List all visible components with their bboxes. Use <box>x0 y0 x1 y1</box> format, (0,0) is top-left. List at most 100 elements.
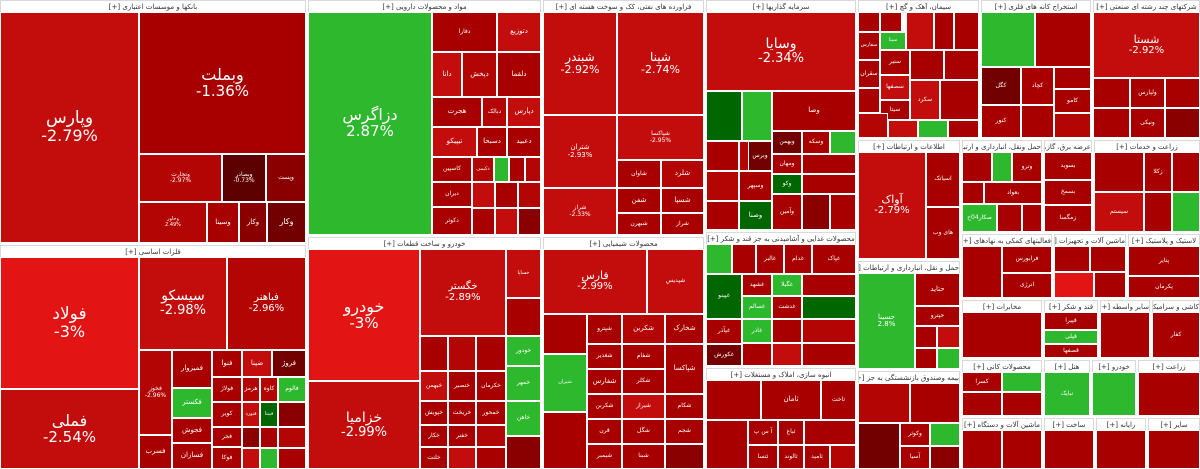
stock-cell[interactable] <box>1096 430 1146 469</box>
stock-cell[interactable]: شراز <box>661 213 704 235</box>
stock-cell[interactable] <box>1090 246 1126 272</box>
stock-cell[interactable]: فارس -2.99% <box>543 249 647 314</box>
stock-cell[interactable] <box>476 447 506 469</box>
stock-cell[interactable]: خکار <box>420 425 448 447</box>
stock-cell[interactable]: وصا <box>772 91 856 131</box>
stock-cell[interactable] <box>525 157 541 182</box>
stock-cell[interactable]: وسایا -2.34% <box>706 12 856 91</box>
stock-cell[interactable] <box>706 420 748 469</box>
stock-cell[interactable]: ثالوند <box>778 445 804 469</box>
stock-cell[interactable]: ضپنا <box>242 350 272 377</box>
stock-cell[interactable]: سیسکو -2.98% <box>139 257 227 350</box>
stock-cell[interactable] <box>742 91 772 141</box>
stock-cell[interactable] <box>962 392 1002 416</box>
stock-cell[interactable]: ولپارس <box>1130 78 1165 108</box>
stock-cell[interactable] <box>772 343 802 366</box>
stock-cell[interactable] <box>962 182 984 204</box>
stock-cell[interactable] <box>1165 78 1200 108</box>
stock-cell[interactable]: غالبر <box>756 244 784 274</box>
stock-cell[interactable]: شراز -2.33% <box>543 188 617 235</box>
stock-cell[interactable] <box>448 336 476 371</box>
stock-cell[interactable]: قصفها <box>1044 344 1098 358</box>
stock-cell[interactable]: کاوه <box>260 377 278 402</box>
stock-cell[interactable]: دکیمی <box>472 157 494 182</box>
stock-cell[interactable]: انرژی <box>1002 273 1052 298</box>
stock-cell[interactable] <box>495 182 518 208</box>
stock-cell[interactable]: شغدیر <box>587 344 622 369</box>
stock-cell[interactable]: سیستم <box>1094 192 1144 232</box>
stock-cell[interactable]: ثباغ <box>778 420 804 445</box>
stock-cell[interactable]: کسرا <box>962 372 1002 392</box>
stock-cell[interactable]: کنور <box>981 105 1021 138</box>
stock-cell[interactable]: شبهرن <box>617 213 661 235</box>
stock-cell[interactable]: وترو <box>1012 152 1042 182</box>
stock-cell[interactable] <box>260 448 278 469</box>
stock-cell[interactable] <box>934 12 954 50</box>
stock-cell[interactable]: شجم <box>665 419 704 444</box>
stock-cell[interactable]: وخاور 2.49% <box>139 202 207 243</box>
stock-cell[interactable] <box>1054 246 1090 272</box>
stock-cell[interactable] <box>1165 108 1200 138</box>
stock-cell[interactable]: آسیا <box>900 446 930 469</box>
stock-cell[interactable]: ثامید <box>804 445 830 469</box>
stock-cell[interactable]: قرن <box>587 419 622 444</box>
stock-cell[interactable] <box>858 383 910 423</box>
stock-cell[interactable]: فجوش <box>172 418 212 443</box>
stock-cell[interactable]: نبایک <box>1044 372 1090 416</box>
stock-cell[interactable] <box>981 12 1035 67</box>
stock-cell[interactable]: وکو <box>772 174 802 194</box>
stock-cell[interactable]: خریخت <box>448 401 476 425</box>
stock-cell[interactable]: دفارا <box>432 12 497 52</box>
stock-cell[interactable] <box>1035 12 1091 67</box>
stock-cell[interactable]: شیراز <box>622 394 665 419</box>
stock-cell[interactable] <box>910 383 960 423</box>
stock-cell[interactable] <box>509 157 525 182</box>
stock-cell[interactable]: شفن <box>617 188 661 213</box>
stock-cell[interactable]: غسالم <box>742 296 772 319</box>
stock-cell[interactable]: شبنا <box>622 444 665 469</box>
stock-cell[interactable] <box>506 298 541 336</box>
stock-cell[interactable] <box>732 244 756 274</box>
stock-cell[interactable]: ونیکی <box>1130 108 1165 138</box>
stock-cell[interactable]: کگل <box>981 67 1021 105</box>
stock-cell[interactable]: دانا <box>432 52 462 97</box>
stock-cell[interactable] <box>518 208 541 235</box>
stock-cell[interactable]: شیران <box>543 354 587 412</box>
stock-cell[interactable]: شپترو <box>587 314 622 344</box>
stock-cell[interactable]: شکربن <box>622 314 665 344</box>
stock-cell[interactable]: وآمین <box>772 194 802 230</box>
stock-cell[interactable]: ثامان <box>761 380 821 420</box>
stock-cell[interactable]: ثاخت <box>821 380 856 420</box>
stock-cell[interactable]: غشهد <box>742 274 772 296</box>
stock-cell[interactable]: فکستر <box>172 388 212 418</box>
stock-cell[interactable]: سکرد <box>910 80 940 120</box>
stock-cell[interactable] <box>506 436 541 469</box>
stock-cell[interactable]: غدشت <box>772 296 802 319</box>
stock-cell[interactable]: وپست <box>266 154 306 202</box>
stock-cell[interactable]: شکربن <box>587 394 622 419</box>
stock-cell[interactable]: شکام <box>665 394 704 419</box>
stock-cell[interactable] <box>802 319 856 343</box>
stock-cell[interactable] <box>706 141 739 171</box>
stock-cell[interactable]: وکوثر <box>900 423 930 446</box>
stock-cell[interactable]: خنصیر <box>448 371 476 401</box>
stock-cell[interactable] <box>888 120 918 138</box>
stock-cell[interactable]: فمیزوار <box>172 350 212 388</box>
stock-cell[interactable] <box>915 348 937 369</box>
stock-cell[interactable] <box>472 182 495 208</box>
stock-cell[interactable] <box>802 174 856 194</box>
stock-cell[interactable]: شفارس <box>587 369 622 394</box>
stock-cell[interactable] <box>543 412 587 469</box>
stock-cell[interactable] <box>495 208 518 235</box>
stock-cell[interactable]: فباهنر -2.96% <box>227 257 306 350</box>
stock-cell[interactable]: هجرت <box>432 97 482 127</box>
stock-cell[interactable]: دپارس <box>507 97 541 127</box>
stock-cell[interactable] <box>278 427 306 448</box>
stock-cell[interactable]: خمحور <box>476 401 506 425</box>
stock-cell[interactable] <box>962 246 1002 298</box>
stock-cell[interactable]: قپلی <box>1044 330 1098 344</box>
stock-cell[interactable] <box>278 402 306 427</box>
stock-cell[interactable]: فسرب <box>139 435 172 469</box>
stock-cell[interactable] <box>802 343 856 366</box>
stock-cell[interactable]: غاذر <box>742 319 772 343</box>
